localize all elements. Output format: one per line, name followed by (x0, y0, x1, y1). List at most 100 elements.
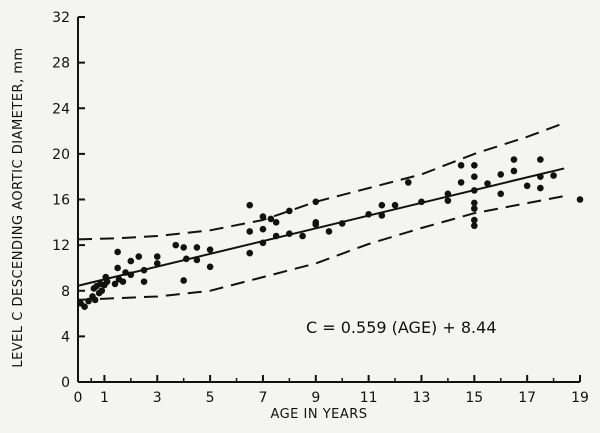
data-point (299, 232, 306, 240)
data-point (103, 278, 111, 285)
x-tick-label: 11 (360, 390, 378, 406)
data-point (471, 205, 478, 212)
data-point (312, 198, 320, 206)
x-tick-label: 7 (258, 390, 267, 406)
data-point (471, 199, 478, 207)
data-point (497, 171, 505, 178)
data-point (246, 228, 254, 235)
data-point (325, 228, 333, 235)
data-point (471, 222, 478, 230)
data-point (91, 296, 99, 304)
data-point (497, 190, 505, 198)
data-point (338, 220, 346, 227)
data-point (114, 264, 121, 272)
data-point (81, 303, 88, 311)
data-point (312, 221, 320, 228)
data-point (457, 179, 465, 186)
x-tick-label: 3 (153, 390, 162, 406)
data-point (537, 156, 544, 163)
data-point (272, 219, 280, 226)
x-axis-title: AGE IN YEARS (270, 407, 367, 422)
y-tick-label: 4 (61, 329, 70, 345)
data-point (259, 239, 267, 247)
data-point (272, 232, 280, 240)
y-tick-label: 32 (52, 10, 70, 26)
data-point (206, 246, 214, 253)
data-point (180, 244, 187, 251)
x-tick-label: 9 (311, 390, 320, 406)
data-point (510, 156, 518, 163)
series-group (77, 122, 565, 301)
lower-confidence-line (77, 195, 565, 301)
data-point (111, 280, 119, 288)
data-point (267, 215, 275, 223)
x-tick-label: 15 (465, 390, 483, 406)
data-point (444, 197, 452, 204)
y-tick-label: 20 (52, 147, 70, 163)
data-point (172, 241, 180, 249)
y-tick-label: 12 (52, 238, 70, 254)
data-point (510, 167, 518, 175)
data-point (471, 173, 478, 180)
axes-group (77, 16, 581, 383)
data-point (286, 230, 293, 238)
x-tick-label: 0 (74, 390, 83, 406)
data-point (246, 249, 254, 257)
data-point (206, 263, 214, 271)
data-point (183, 255, 190, 263)
data-point (85, 297, 92, 305)
data-point (471, 161, 478, 169)
data-point (391, 201, 399, 209)
points-group (77, 156, 584, 311)
data-point (471, 187, 478, 194)
x-tick-label: 19 (571, 390, 589, 406)
data-point (140, 266, 148, 274)
data-point (378, 212, 386, 219)
data-point (246, 201, 254, 209)
data-point (418, 198, 425, 206)
data-point (135, 253, 143, 260)
data-point (365, 211, 372, 218)
data-point (122, 269, 129, 276)
data-point (153, 253, 161, 260)
data-point (193, 256, 201, 264)
x-tick-label: 1 (100, 390, 109, 406)
data-point (140, 278, 148, 285)
data-point (98, 287, 106, 295)
x-tick-label: 5 (206, 390, 215, 406)
data-point (523, 182, 531, 190)
data-point (259, 225, 267, 233)
data-point (127, 271, 135, 279)
data-point (119, 278, 127, 285)
data-point (286, 207, 293, 215)
x-tick-label: 13 (413, 390, 431, 406)
data-point (471, 216, 478, 224)
data-point (378, 201, 386, 209)
data-point (193, 244, 201, 251)
y-tick-label: 0 (61, 375, 70, 391)
data-point (153, 260, 161, 267)
y-tick-label: 28 (52, 56, 70, 72)
regression-equation: C = 0.559 (AGE) + 8.44 (306, 318, 497, 337)
data-point (537, 184, 544, 192)
data-point (576, 196, 584, 203)
data-point (550, 172, 557, 179)
data-point (114, 248, 121, 256)
data-point (404, 179, 412, 186)
data-point (484, 180, 491, 187)
data-point (259, 213, 267, 220)
x-tick-label: 17 (518, 390, 536, 406)
upper-confidence-line (77, 122, 565, 241)
data-point (127, 257, 135, 265)
y-tick-label: 16 (52, 193, 70, 209)
data-point (537, 173, 544, 180)
y-axis-title: LEVEL C DESCENDING AORTIC DIAMETER, mm (11, 47, 26, 367)
data-point (180, 277, 187, 284)
regression-line (77, 167, 565, 287)
data-point (457, 161, 465, 169)
data-point (444, 190, 452, 198)
y-tick-label: 8 (61, 284, 70, 300)
